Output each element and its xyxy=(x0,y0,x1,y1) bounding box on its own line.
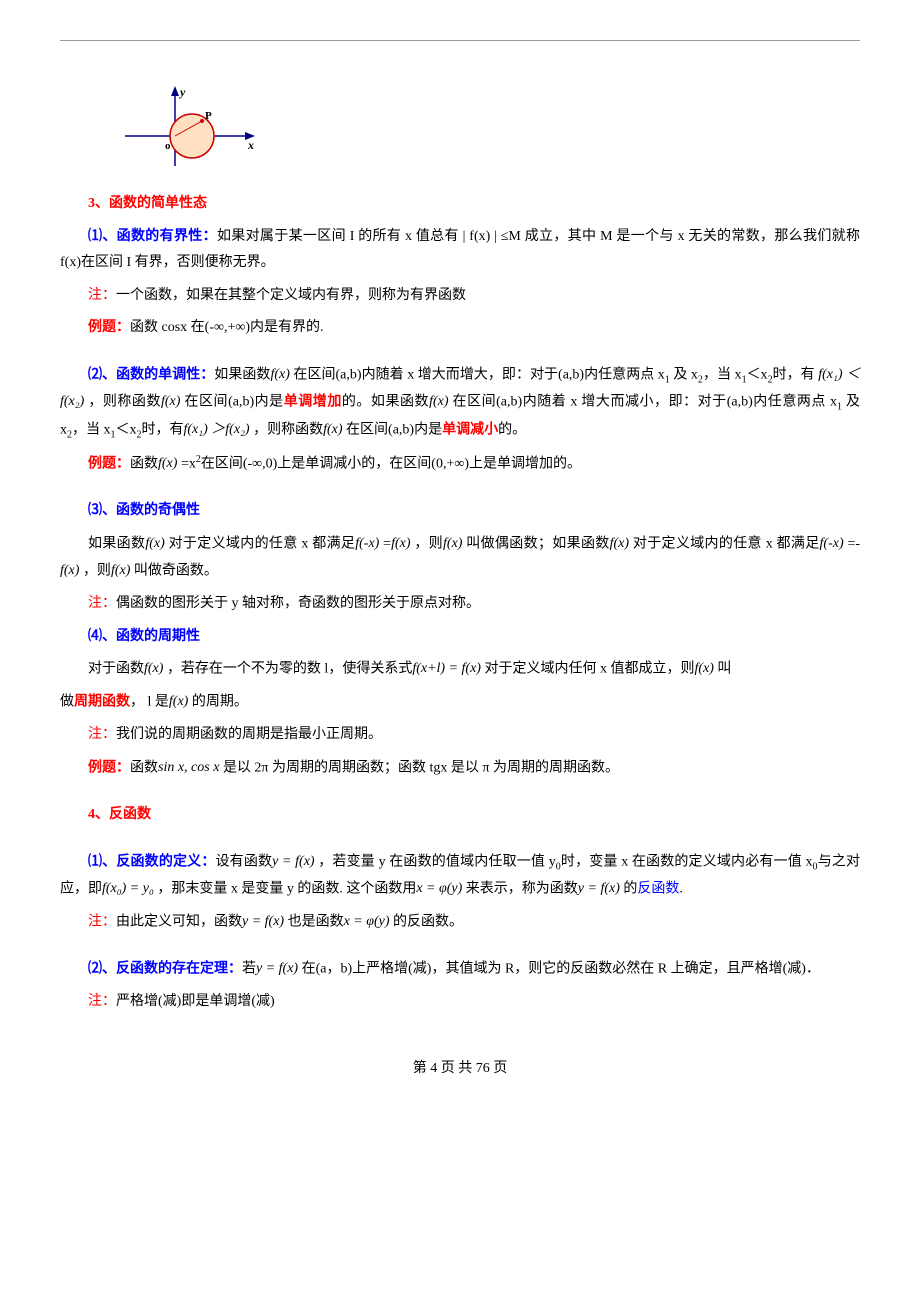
boundedness-def: ⑴、函数的有界性：如果对属于某一区间 I 的所有 x 值总有 | f(x) | … xyxy=(60,224,860,277)
top-rule xyxy=(60,40,860,41)
x-axis-label: x xyxy=(247,138,254,152)
monotonicity-example: 例题：函数f(x) =x2在区间(-∞,0)上是单调减小的，在区间(0,+∞)上… xyxy=(60,450,860,478)
periodicity-example: 例题：函数sin x, cos x 是以 2π 为周期的周期函数；函数 tgx … xyxy=(60,755,860,782)
parity-heading: ⑶、函数的奇偶性 xyxy=(60,498,860,525)
boundedness-example: 例题：函数 cosx 在(-∞,+∞)内是有界的. xyxy=(60,315,860,342)
periodicity-heading: ⑷、函数的周期性 xyxy=(60,624,860,651)
periodicity-note: 注：我们说的周期函数的周期是指最小正周期。 xyxy=(60,722,860,749)
y-axis-label: y xyxy=(178,85,186,99)
periodicity-def-2: 做周期函数， l 是f(x) 的周期。 xyxy=(60,689,860,716)
section-4-heading: 4、反函数 xyxy=(60,802,860,829)
section-3-heading: 3、函数的简单性态 xyxy=(60,191,860,218)
coordinate-figure: o P x y xyxy=(120,81,260,171)
inverse-note: 注：由此定义可知，函数y = f(x) 也是函数x = φ(y) 的反函数。 xyxy=(60,909,860,936)
boundedness-note: 注：一个函数，如果在其整个定义域内有界，则称为有界函数 xyxy=(60,283,860,310)
parity-def: 如果函数f(x) 对于定义域内的任意 x 都满足f(-x) =f(x) ，则f(… xyxy=(60,531,860,585)
parity-note: 注：偶函数的图形关于 y 轴对称，奇函数的图形关于原点对称。 xyxy=(60,591,860,618)
page-footer: 第 4 页 共 76 页 xyxy=(60,1056,860,1083)
origin-label: o xyxy=(165,140,171,152)
inverse-def: ⑴、反函数的定义：设有函数y = f(x) ，若变量 y 在函数的值域内任取一值… xyxy=(60,849,860,903)
inverse-existence: ⑵、反函数的存在定理：若y = f(x) 在(a，b)上严格增(减)，其值域为 … xyxy=(60,956,860,983)
inverse-existence-note: 注：严格增(减)即是单调增(减) xyxy=(60,989,860,1016)
monotonicity-def: ⑵、函数的单调性：如果函数f(x) 在区间(a,b)内随着 x 增大而增大，即：… xyxy=(60,362,860,444)
point-label: P xyxy=(205,110,212,122)
periodicity-def: 对于函数f(x) ，若存在一个不为零的数 l，使得关系式f(x+l) = f(x… xyxy=(60,656,860,683)
